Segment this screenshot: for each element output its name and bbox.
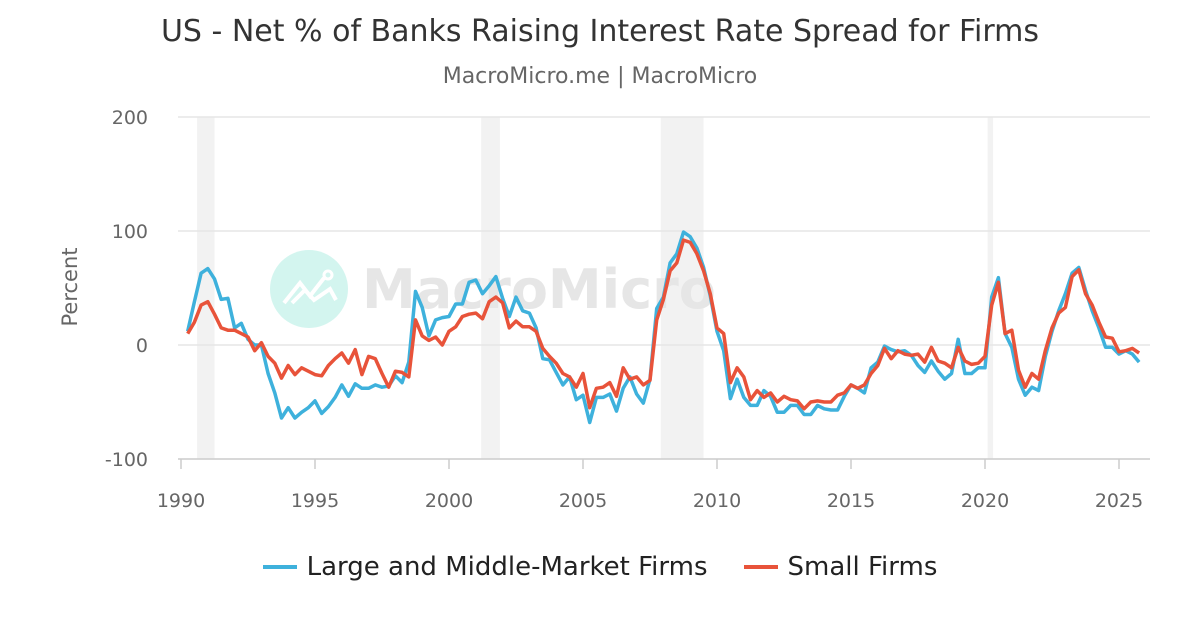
x-tick-label: 1995	[291, 490, 339, 512]
legend-label: Large and Middle-Market Firms	[306, 552, 708, 582]
recession-band	[197, 117, 215, 459]
legend-swatch-red	[743, 565, 778, 569]
x-tick-label: 1990	[157, 490, 205, 512]
y-tick-label: 0	[136, 335, 148, 357]
x-tick-label: 2020	[961, 490, 1009, 512]
y-tick-label: 200	[112, 107, 148, 129]
x-tick-label: 2025	[1095, 490, 1143, 512]
series-line-small-firms[interactable]	[186, 238, 1141, 411]
recession-band	[987, 117, 994, 459]
x-tick-label: 2015	[827, 490, 875, 512]
y-tick-label: 100	[112, 221, 148, 243]
recession-band	[481, 117, 500, 459]
chart-title: US - Net % of Banks Raising Interest Rat…	[160, 14, 1040, 49]
x-tick-label: 2000	[425, 490, 473, 512]
watermark-logo: MacroMicro	[270, 250, 716, 328]
y-tick-label: -100	[105, 449, 148, 471]
x-tick-label: 2005	[559, 490, 607, 512]
y-axis-label: Percent	[58, 247, 82, 326]
legend-label: Small Firms	[787, 552, 938, 582]
legend-item-large-middle-market[interactable]: Large and Middle-Market Firms	[262, 552, 708, 582]
legend-swatch-blue	[262, 565, 297, 569]
legend-item-small-firms[interactable]: Small Firms	[743, 552, 938, 582]
x-tick-label: 2010	[693, 490, 741, 512]
chart-subtitle: MacroMicro.me | MacroMicro	[442, 64, 758, 89]
legend: Large and Middle-Market Firms Small Firm…	[0, 552, 1200, 582]
